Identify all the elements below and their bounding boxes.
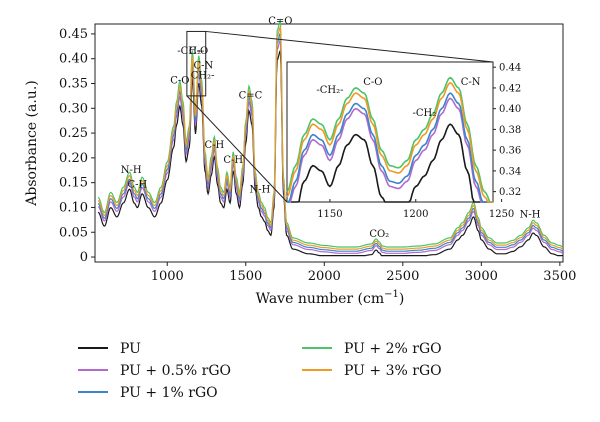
- inset-peak-annotation: C-O: [363, 77, 382, 88]
- peak-annotation: C-N: [193, 61, 213, 72]
- peak-annotation: C-O: [170, 76, 189, 87]
- peak-annotation: C-H: [223, 155, 243, 166]
- inset-y-tick-label: 0.34: [499, 166, 521, 177]
- y-tick-label: 0.25: [59, 126, 88, 141]
- peak-annotation: N-H: [520, 209, 541, 220]
- peak-annotation: C-H: [204, 140, 224, 151]
- main-plot-series: [97, 18, 564, 257]
- inset-series-line: [286, 81, 493, 203]
- x-tick-label: 2500: [386, 269, 419, 284]
- legend: PU PU + 2% rGO PU + 0.5% rGO PU + 3% rGO PU …: [78, 341, 442, 401]
- legend-label: PU + 0.5% rGO: [120, 363, 231, 379]
- y-axis-title: Absorbance (a.u.): [24, 80, 40, 206]
- inset-peak-annotation: -CH₂: [412, 108, 436, 119]
- inset-peak-annotation: -CH₂-: [316, 85, 343, 96]
- y-tick-label: 0.05: [59, 225, 88, 240]
- peak-annotation: C=C: [239, 90, 263, 101]
- peak-annotation: C-O: [189, 46, 208, 57]
- inset-series-line: [287, 92, 493, 203]
- y-tick-label: 0.45: [59, 27, 88, 42]
- zoom-indicator: [186, 30, 494, 203]
- main-annotations: N-HC-HC-O-CH₂-C-OC-NCH₂-C-HC-HC=CN-HC=OC…: [121, 16, 541, 240]
- inset-y-tick-label: 0.38: [499, 125, 521, 136]
- y-tick-label: 0.15: [59, 176, 88, 191]
- peak-annotation: CO₂: [369, 229, 389, 240]
- x-axis-title-exponent: −1: [384, 289, 399, 300]
- inset-plot-frame: [286, 61, 494, 203]
- x-tick-label: 3000: [465, 269, 498, 284]
- zoom-connector-line: [186, 95, 288, 203]
- y-tick-label: 0.40: [59, 52, 88, 67]
- peak-annotation: C-H: [128, 180, 148, 191]
- peak-annotation: -CH₂-: [177, 46, 204, 57]
- inset-x-tick-label: 1250: [489, 209, 514, 220]
- y-tick-label: 0.30: [59, 101, 88, 116]
- inset-x-tick-label: 1150: [317, 209, 342, 220]
- main-series-line: [97, 49, 563, 257]
- main-plot-frame: [94, 23, 564, 263]
- legend-label: PU + 2% rGO: [344, 341, 442, 357]
- inset-y-tick-label: 0.36: [499, 146, 521, 157]
- x-axis-title-main: Wave number (cm: [256, 291, 384, 307]
- inset-plot: 1150 1200 1250 0.32 0.34 0.36 0.38 0.40 0.42 0.4…: [286, 61, 521, 220]
- peak-annotation: C=O: [268, 16, 292, 27]
- x-axis-title: Wave number (cm−1): [256, 289, 405, 307]
- main-y-ticks: 0 0.05 0.10 0.15 0.20 0.25 0.30 0.35 0.40 0.45: [59, 27, 95, 265]
- legend-label: PU + 3% rGO: [344, 363, 442, 379]
- x-axis-title-close: ): [399, 291, 404, 307]
- inset-y-ticks: 0.32 0.34 0.36 0.38 0.40 0.42 0.44: [493, 63, 521, 198]
- legend-label: PU + 1% rGO: [120, 385, 218, 401]
- inset-y-tick-label: 0.32: [499, 187, 521, 198]
- inset-y-tick-label: 0.42: [499, 83, 521, 94]
- inset-series-line: [287, 123, 493, 203]
- main-series-line: [97, 25, 564, 250]
- x-tick-label: 2000: [308, 269, 341, 284]
- x-tick-label: 1500: [229, 269, 262, 284]
- inset-series-line: [287, 97, 493, 203]
- zoom-box: [186, 30, 207, 97]
- inset-y-tick-label: 0.40: [499, 104, 521, 115]
- inset-plot-series: [286, 76, 493, 203]
- y-tick-label: 0.35: [59, 77, 88, 92]
- inset-y-tick-label: 0.44: [499, 63, 521, 74]
- inset-peak-annotation: C-N: [461, 77, 481, 88]
- y-tick-label: 0: [80, 250, 88, 265]
- inset-x-tick-label: 1200: [403, 209, 428, 220]
- inset-annotations: -CH₂- C-O -CH₂ C-N: [316, 77, 480, 119]
- peak-annotation: CH₂-: [191, 71, 215, 82]
- main-x-ticks: 1000 1500 2000 2500 3000 3500: [151, 262, 576, 284]
- legend-label: PU: [120, 341, 141, 357]
- x-tick-label: 3500: [543, 269, 576, 284]
- inset-series-line: [286, 76, 493, 203]
- x-tick-label: 1000: [151, 269, 184, 284]
- peak-annotation: N-H: [121, 165, 142, 176]
- zoom-connector-line: [205, 30, 494, 63]
- y-tick-label: 0.10: [59, 200, 88, 215]
- y-tick-label: 0.20: [59, 151, 88, 166]
- inset-x-ticks: 1150 1200 1250: [317, 199, 514, 220]
- main-plot: 1000 1500 2000 2500 3000 3500 0 0.05 0.10 0.15 0.…: [59, 16, 576, 284]
- peak-annotation: N-H: [249, 185, 270, 196]
